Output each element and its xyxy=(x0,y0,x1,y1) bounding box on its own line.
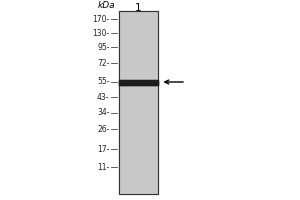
Bar xyxy=(118,82,158,84)
Text: kDa: kDa xyxy=(98,0,115,9)
Text: 95-: 95- xyxy=(97,43,110,51)
Text: 170-: 170- xyxy=(92,15,110,23)
Bar xyxy=(118,80,158,82)
Text: 34-: 34- xyxy=(97,108,110,117)
Text: 55-: 55- xyxy=(97,77,110,86)
Text: 11-: 11- xyxy=(97,162,110,171)
Bar xyxy=(118,11,158,194)
Text: 43-: 43- xyxy=(97,92,110,102)
Bar xyxy=(118,79,158,80)
Text: 26-: 26- xyxy=(97,124,110,134)
Text: 17-: 17- xyxy=(97,144,110,154)
Text: 72-: 72- xyxy=(97,58,110,68)
Bar xyxy=(118,11,158,194)
Text: 130-: 130- xyxy=(92,28,110,38)
Text: 1: 1 xyxy=(135,3,141,13)
Bar xyxy=(118,79,158,84)
